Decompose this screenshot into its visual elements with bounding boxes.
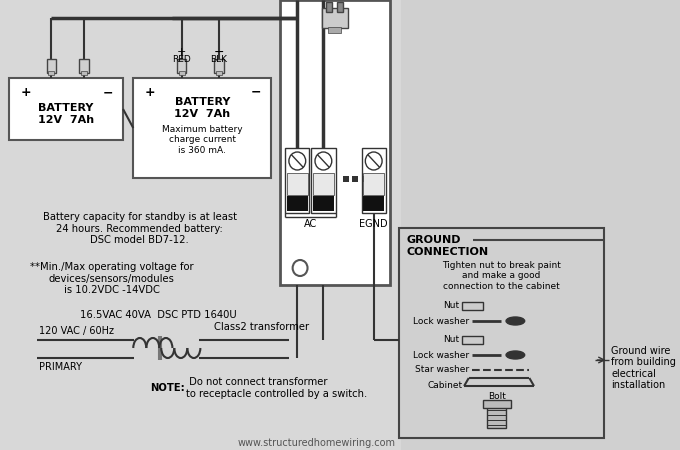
Bar: [313, 173, 334, 195]
Circle shape: [365, 152, 382, 170]
Text: RED: RED: [172, 55, 191, 64]
Text: Nut: Nut: [443, 336, 460, 345]
Bar: [363, 173, 384, 195]
Bar: [337, 2, 343, 12]
Bar: [48, 71, 54, 75]
Bar: [10, 78, 123, 140]
Bar: [399, 228, 604, 438]
Text: +: +: [145, 86, 155, 99]
Text: BLK: BLK: [211, 55, 228, 64]
Text: Tighten nut to break paint
and make a good
connection to the cabinet: Tighten nut to break paint and make a go…: [442, 261, 561, 291]
Bar: [483, 400, 511, 408]
Bar: [362, 148, 386, 213]
Text: **Min./Max operating voltage for
devices/sensors/modules
is 10.2VDC -14VDC: **Min./Max operating voltage for devices…: [30, 262, 194, 295]
Text: BATTERY
12V  7Ah: BATTERY 12V 7Ah: [38, 103, 95, 125]
Bar: [401, 0, 634, 450]
Ellipse shape: [506, 317, 525, 325]
Circle shape: [289, 152, 306, 170]
Text: Battery capacity for standby is at least
24 hours. Recommended battery:
DSC mode: Battery capacity for standby is at least…: [43, 212, 237, 245]
Text: NOTE:: NOTE:: [150, 383, 184, 393]
Text: EGND: EGND: [360, 219, 388, 229]
Text: +: +: [177, 47, 186, 57]
Bar: [214, 59, 224, 73]
Text: Ground wire
from building
electrical
installation: Ground wire from building electrical ins…: [611, 346, 676, 391]
Text: Star washer: Star washer: [415, 365, 469, 374]
Bar: [79, 59, 88, 73]
Text: −: −: [103, 86, 114, 99]
Bar: [313, 196, 334, 211]
Bar: [326, 2, 332, 12]
Text: BATTERY
12V  7Ah: BATTERY 12V 7Ah: [174, 97, 231, 119]
Bar: [0, 0, 401, 450]
Bar: [81, 71, 86, 75]
Bar: [279, 0, 390, 285]
Text: Class2 transformer: Class2 transformer: [214, 322, 309, 332]
Bar: [287, 173, 307, 195]
Bar: [133, 78, 271, 178]
Bar: [462, 302, 483, 310]
Bar: [343, 176, 349, 182]
Text: www.structuredhomewiring.com: www.structuredhomewiring.com: [238, 438, 396, 448]
Text: 16.5VAC 40VA  DSC PTD 1640U: 16.5VAC 40VA DSC PTD 1640U: [80, 310, 237, 320]
Text: PRIMARY: PRIMARY: [39, 362, 82, 372]
Text: Lock washer: Lock washer: [413, 316, 469, 325]
Text: −: −: [251, 86, 262, 99]
Bar: [216, 71, 222, 75]
Bar: [287, 196, 307, 211]
Bar: [362, 176, 367, 182]
Text: 120 VAC / 60Hz: 120 VAC / 60Hz: [39, 326, 114, 336]
Circle shape: [292, 260, 307, 276]
Bar: [47, 59, 56, 73]
Text: Bolt: Bolt: [488, 392, 506, 401]
Text: CONNECTION: CONNECTION: [407, 247, 488, 257]
Bar: [177, 59, 186, 73]
Bar: [322, 8, 347, 28]
Ellipse shape: [506, 351, 525, 359]
Bar: [462, 336, 483, 344]
Circle shape: [315, 152, 332, 170]
Bar: [179, 71, 184, 75]
Bar: [311, 148, 335, 213]
Bar: [352, 176, 358, 182]
Text: AC: AC: [304, 219, 317, 229]
Text: GROUND: GROUND: [407, 235, 461, 245]
Bar: [328, 27, 341, 33]
Text: Nut: Nut: [443, 302, 460, 310]
Bar: [488, 406, 506, 428]
Text: Do not connect transformer
to receptacle controlled by a switch.: Do not connect transformer to receptacle…: [186, 377, 368, 399]
Text: Lock washer: Lock washer: [413, 351, 469, 360]
Text: +: +: [21, 86, 31, 99]
Bar: [285, 148, 309, 213]
Text: Maximum battery
charge current
is 360 mA.: Maximum battery charge current is 360 mA…: [162, 125, 243, 155]
Text: Cabinet: Cabinet: [427, 382, 462, 391]
Text: −: −: [214, 45, 224, 58]
Bar: [363, 196, 384, 211]
